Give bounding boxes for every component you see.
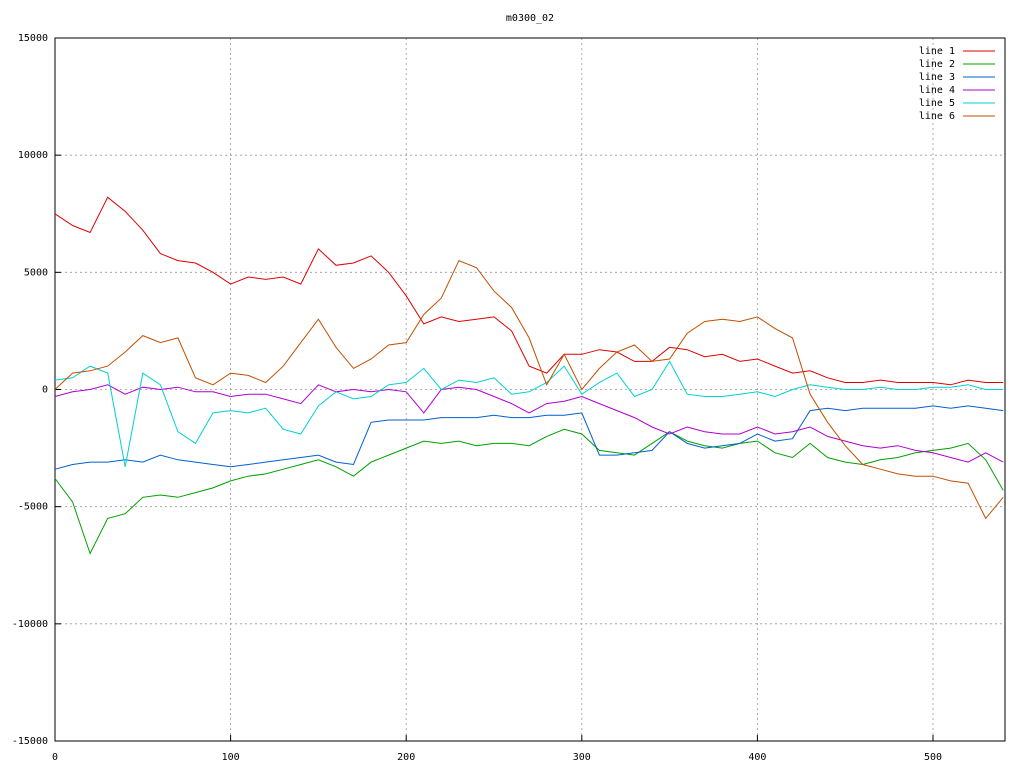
y-tick-label: 10000 <box>18 150 48 161</box>
y-tick-label: 0 <box>42 385 48 396</box>
series-line <box>54 259 1004 520</box>
series-line <box>54 384 1004 463</box>
legend-label: line 1 <box>919 46 955 57</box>
x-tick-label: 400 <box>748 752 766 763</box>
x-tick-label: 100 <box>222 752 240 763</box>
x-tick-label: 500 <box>924 752 942 763</box>
y-tick-label: -10000 <box>12 619 48 630</box>
y-tick-label: 15000 <box>18 33 48 44</box>
chart-title: m0300_02 <box>506 13 554 24</box>
y-tick-label: -5000 <box>18 502 48 513</box>
series-line <box>54 405 1004 470</box>
legend-label: line 2 <box>919 59 955 70</box>
y-tick-label: -15000 <box>12 736 48 747</box>
x-tick-label: 0 <box>52 752 58 763</box>
series-line <box>54 360 1004 467</box>
legend-label: line 5 <box>919 98 955 109</box>
x-tick-label: 300 <box>573 752 591 763</box>
x-tick-label: 200 <box>397 752 415 763</box>
legend-label: line 6 <box>919 111 955 122</box>
legend-label: line 3 <box>919 72 955 83</box>
y-tick-label: 5000 <box>24 267 48 278</box>
series-line <box>54 428 1004 555</box>
series-line <box>54 196 1004 386</box>
legend-label: line 4 <box>919 85 955 96</box>
